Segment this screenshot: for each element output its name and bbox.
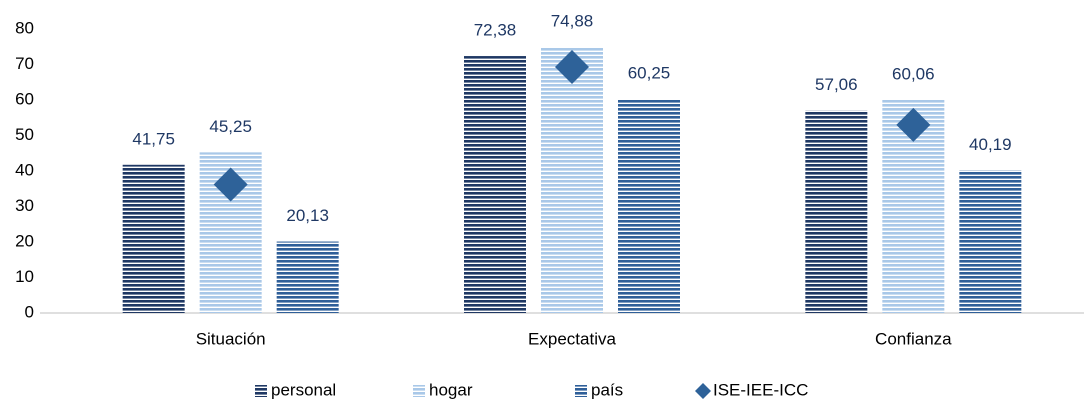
bar (464, 56, 526, 314)
legend-swatch (413, 385, 425, 397)
legend-swatch (255, 385, 267, 397)
bar (276, 241, 339, 313)
bar (122, 164, 185, 313)
legend-swatch (575, 385, 587, 397)
legend-label: ISE-IEE-ICC (713, 380, 808, 399)
y-tick-label: 50 (15, 125, 34, 144)
bar (959, 170, 1022, 313)
legend-label: país (591, 380, 623, 399)
y-tick-label: 30 (15, 196, 34, 215)
y-tick-label: 80 (15, 18, 34, 37)
value-label: 60,06 (892, 64, 935, 83)
value-label: 20,13 (286, 206, 329, 225)
marker (896, 107, 931, 142)
bar (541, 47, 603, 314)
y-tick-label: 20 (15, 231, 34, 250)
value-label: 57,06 (815, 75, 858, 94)
y-tick-label: 60 (15, 89, 34, 108)
value-label: 41,75 (132, 129, 175, 148)
marker (555, 49, 589, 84)
x-tick-label: Expectativa (528, 329, 616, 348)
marker (213, 167, 248, 202)
legend-label: hogar (429, 380, 473, 399)
value-label: 60,25 (628, 64, 671, 83)
value-label: 40,19 (969, 135, 1012, 154)
y-tick-label: 70 (15, 54, 34, 73)
y-tick-label: 40 (15, 160, 34, 179)
legend-swatch (695, 383, 711, 399)
bar (618, 99, 680, 313)
value-label: 72,38 (474, 21, 517, 40)
value-label: 74,88 (551, 12, 594, 31)
y-tick-label: 10 (15, 267, 34, 286)
bar (805, 110, 868, 313)
legend-label: personal (271, 380, 336, 399)
x-tick-label: Situación (196, 329, 266, 348)
x-tick-label: Confianza (875, 329, 952, 348)
y-tick-label: 0 (25, 302, 34, 321)
value-label: 45,25 (209, 117, 252, 136)
